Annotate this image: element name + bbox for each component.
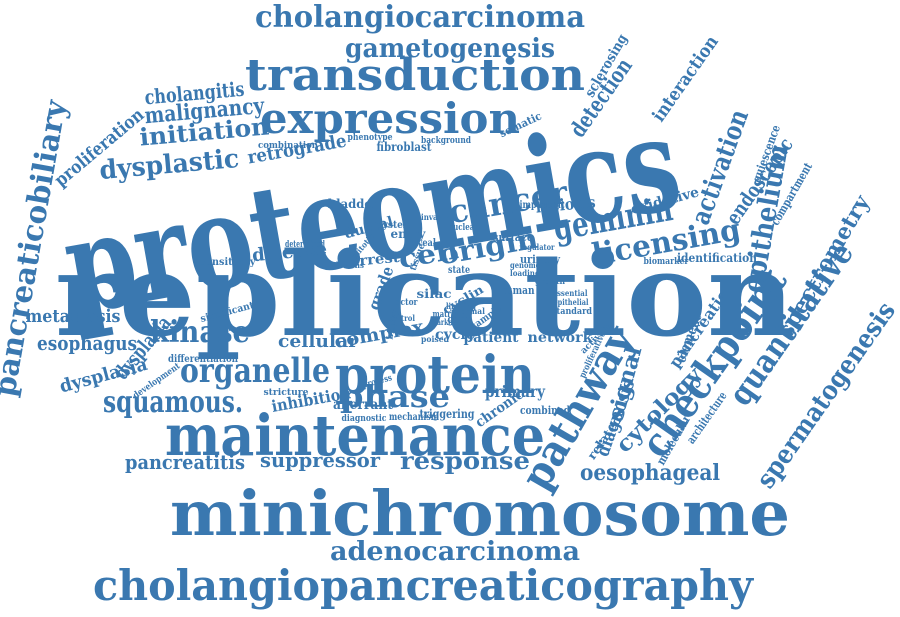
word-combination: combination	[258, 141, 318, 151]
word-standard: standard	[552, 307, 593, 317]
word-cholangiopancreaticography: cholangiopancreaticography	[93, 561, 755, 610]
word-bladder: bladder	[328, 197, 379, 211]
word-genome: genome	[510, 260, 540, 270]
word-poised: poised	[421, 334, 449, 344]
word-expression: expression	[260, 94, 520, 143]
word-stricture: stricture	[264, 388, 309, 398]
word-cellular: cellular	[278, 331, 359, 352]
word-control: control	[387, 313, 415, 323]
word-regulator: regulator	[520, 242, 556, 252]
word-cycle: cycle	[435, 327, 475, 343]
word-cholangiocarcinoma: cholangiocarcinoma	[255, 0, 585, 35]
word-surface: surface	[493, 231, 533, 244]
word-diagnostic: diagnostic	[342, 414, 387, 424]
word-silac: silac	[417, 287, 452, 301]
word-sensitivity: sensitivity	[201, 257, 257, 268]
word-loading: loading	[510, 268, 540, 278]
word-reveal: reveal	[408, 238, 436, 249]
word-patient: patient	[464, 330, 520, 346]
word-combined: combined	[520, 404, 570, 417]
word-oesophageal: oesophageal	[580, 460, 720, 486]
word-system: system	[378, 220, 413, 231]
word-triggering: triggering	[420, 407, 475, 421]
word-gametogenesis: gametogenesis	[345, 34, 555, 64]
word-adenocarcinoma: adenocarcinoma	[330, 537, 580, 567]
word-arrest: arrest	[349, 250, 401, 270]
word-factor: factor	[393, 298, 418, 308]
word-phenotype: phenotype	[348, 133, 393, 143]
word-marker: marker	[431, 317, 457, 327]
word-organelle: organelle	[180, 351, 330, 391]
word-esophagus: esophagus	[37, 331, 137, 355]
word-metastasis: metastasis	[26, 306, 121, 327]
word-response: response	[400, 446, 530, 475]
word-essential: essential	[553, 288, 588, 298]
word-normal: normal	[455, 306, 485, 316]
word-invasive: invasive	[421, 212, 453, 222]
word-fibroblast: fibroblast	[377, 140, 432, 154]
word-kinase: kinase	[150, 315, 250, 350]
word-phase: phase	[340, 380, 450, 415]
word-aberrant: aberrant	[333, 397, 393, 413]
word-limiting: limiting	[446, 301, 476, 311]
word-biomarker: biomarker	[644, 257, 689, 267]
word-network: network	[528, 330, 593, 346]
word-matrix: matrix	[433, 310, 458, 320]
word-maintenance: maintenance	[165, 403, 545, 469]
word-important: important	[520, 200, 565, 211]
word-determined: determined	[285, 240, 325, 250]
word-human: human	[500, 284, 535, 297]
word-pancreatitis: pancreatitis	[125, 450, 245, 474]
word-germ: germ	[448, 313, 473, 326]
word-suppressor: suppressor	[260, 448, 380, 472]
word-state: state	[448, 265, 470, 276]
word-primary: primary	[485, 382, 546, 401]
word-growth: growth	[535, 276, 565, 286]
word-differentiation: differentiation	[168, 354, 239, 365]
word-epithelial: epithelial	[554, 297, 589, 307]
word-entry: entry	[391, 227, 427, 241]
word-identification: identification	[677, 251, 757, 265]
word-transduction: transduction	[245, 50, 585, 101]
word-protein: protein	[335, 345, 535, 406]
word-minichromosome: minichromosome	[170, 477, 790, 550]
word-interaction: interaction	[648, 32, 723, 126]
word-replication: replication	[55, 228, 795, 363]
word-background: background	[421, 136, 472, 146]
word-mechanism: mechanism	[389, 412, 439, 423]
word-urinary: urinary	[520, 253, 561, 266]
word-squamous: squamous.	[103, 385, 243, 420]
word-lesions: lesions	[336, 260, 364, 270]
word-nuclear: nuclear	[448, 223, 478, 233]
